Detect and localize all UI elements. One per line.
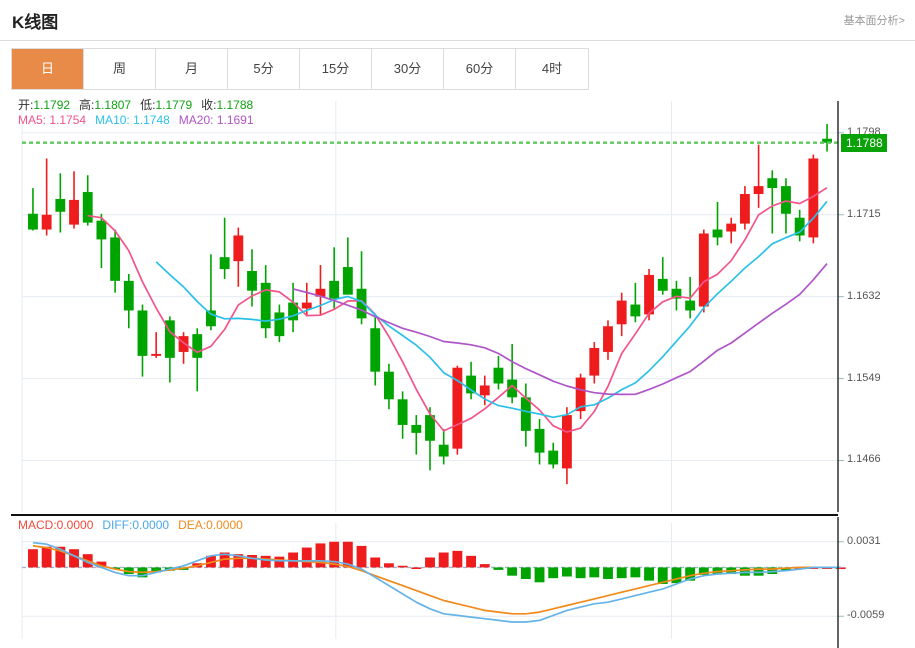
tab-7[interactable]: 4时 xyxy=(516,49,588,89)
ma5-label: MA5: xyxy=(18,113,47,127)
panel-separator xyxy=(11,514,838,516)
price-axis-tick: 1.1715 xyxy=(847,207,881,220)
tab-0[interactable]: 日 xyxy=(12,49,84,89)
tab-2[interactable]: 月 xyxy=(156,49,228,89)
close-value: 1.1788 xyxy=(216,98,254,112)
macd-legend: MACD:0.0000 DIFF:0.0000 DEA:0.0000 xyxy=(18,518,243,532)
fundamental-analysis-link[interactable]: 基本面分析> xyxy=(843,15,905,27)
price-panel[interactable]: 开:1.1792 高:1.1807 低:1.1779 收:1.1788 MA5: 1.… xyxy=(0,91,915,515)
macd-axis-tick: -0.0059 xyxy=(847,609,885,622)
ma10-label: MA10: xyxy=(95,113,130,127)
ma10-value: 1.1748 xyxy=(133,113,170,127)
tab-3[interactable]: 5分 xyxy=(228,49,300,89)
tab-5[interactable]: 30分 xyxy=(372,49,444,89)
macd-chart xyxy=(21,517,846,648)
open-label: 开: xyxy=(18,98,34,112)
macd-panel[interactable]: MACD:0.0000 DIFF:0.0000 DEA:0.0000 0.0031-… xyxy=(0,515,915,648)
ma20-label: MA20: xyxy=(178,113,214,127)
tab-6[interactable]: 60分 xyxy=(444,49,516,89)
tab-1[interactable]: 周 xyxy=(84,49,156,89)
open-value: 1.1792 xyxy=(33,98,71,112)
low-value: 1.1779 xyxy=(155,98,193,112)
dea-label: DEA: xyxy=(178,518,207,532)
dea-value: 0.0000 xyxy=(206,518,243,532)
ma20-value: 1.1691 xyxy=(216,113,254,127)
page-title: K线图 xyxy=(12,13,59,32)
current-price-badge: 1.1788 xyxy=(841,133,887,152)
ma-legend: MA5: 1.1754 MA10: 1.1748 MA20: 1.1691 xyxy=(18,113,254,127)
tab-4[interactable]: 15分 xyxy=(300,49,372,89)
low-label: 低: xyxy=(140,98,156,112)
candlestick-chart xyxy=(21,101,844,512)
price-axis-tick: 1.1549 xyxy=(847,371,881,384)
ma5-value: 1.1754 xyxy=(49,113,87,127)
diff-label: DIFF: xyxy=(102,518,133,532)
price-axis-tick: 1.1466 xyxy=(847,453,881,466)
macd-value: 0.0000 xyxy=(56,518,94,532)
timeframe-tabbar: 日周月 5分 15分 30分 60分 4时 xyxy=(11,48,589,90)
ohlc-legend: 开:1.1792 高:1.1807 低:1.1779 收:1.1788 xyxy=(18,96,253,113)
chart-area: 开:1.1792 高:1.1807 低:1.1779 收:1.1788 MA5: 1.… xyxy=(0,91,915,648)
close-label: 收: xyxy=(201,98,217,112)
diff-value: 0.0000 xyxy=(132,518,170,532)
macd-axis-tick: 0.0031 xyxy=(847,534,881,547)
high-value: 1.1807 xyxy=(94,98,132,112)
macd-label: MACD: xyxy=(18,518,57,532)
price-axis-tick: 1.1632 xyxy=(847,289,881,302)
high-label: 高: xyxy=(79,98,95,112)
page-header: K线图 基本面分析> xyxy=(0,0,915,41)
